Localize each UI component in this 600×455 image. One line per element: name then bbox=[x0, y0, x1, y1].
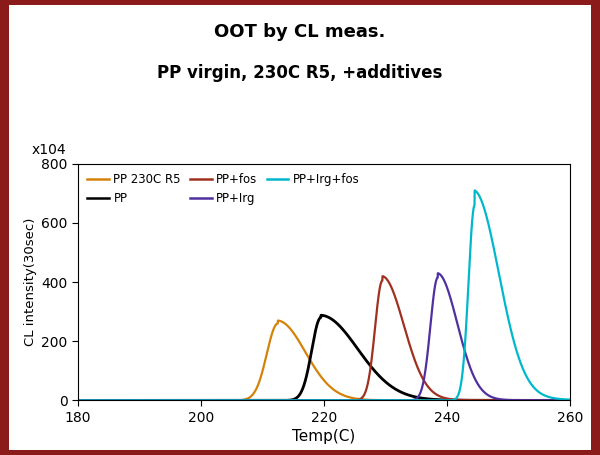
PP+Irg bbox=[579, 398, 586, 403]
PP+Irg+fos bbox=[74, 398, 82, 403]
PP bbox=[515, 398, 522, 403]
PP bbox=[268, 398, 275, 403]
PP bbox=[579, 398, 586, 403]
PP+fos bbox=[569, 398, 576, 403]
PP+Irg bbox=[162, 398, 169, 403]
Y-axis label: CL intensity(30sec): CL intensity(30sec) bbox=[24, 218, 37, 346]
PP+Irg bbox=[515, 398, 522, 403]
PP+Irg+fos bbox=[290, 398, 297, 403]
Legend: PP 230C R5, PP, PP+fos, PP+Irg, PP+Irg+fos: PP 230C R5, PP, PP+fos, PP+Irg, PP+Irg+f… bbox=[84, 170, 363, 209]
PP 230C R5 bbox=[569, 398, 576, 403]
Text: OOT by CL meas.: OOT by CL meas. bbox=[214, 23, 386, 41]
Line: PP 230C R5: PP 230C R5 bbox=[78, 321, 583, 400]
PP+Irg+fos bbox=[268, 398, 275, 403]
PP 230C R5 bbox=[274, 318, 281, 324]
PP 230C R5 bbox=[579, 398, 586, 403]
PP+Irg bbox=[268, 398, 275, 403]
PP+Irg+fos bbox=[132, 398, 139, 403]
PP+Irg bbox=[290, 398, 297, 403]
PP bbox=[290, 397, 297, 402]
Text: x104: x104 bbox=[31, 143, 66, 157]
PP bbox=[162, 398, 169, 403]
PP+Irg bbox=[132, 398, 139, 403]
PP+Irg+fos bbox=[162, 398, 169, 403]
PP bbox=[569, 398, 576, 403]
Line: PP: PP bbox=[78, 315, 583, 400]
PP+Irg bbox=[569, 398, 576, 403]
PP+Irg+fos bbox=[569, 397, 576, 402]
PP+Irg bbox=[74, 398, 82, 403]
PP+Irg+fos bbox=[579, 397, 586, 403]
Text: PP virgin, 230C R5, +additives: PP virgin, 230C R5, +additives bbox=[157, 64, 443, 82]
PP+Irg+fos bbox=[471, 188, 478, 193]
PP bbox=[132, 398, 139, 403]
PP+fos bbox=[162, 398, 169, 403]
Line: PP+Irg+fos: PP+Irg+fos bbox=[78, 191, 583, 400]
PP+fos bbox=[290, 398, 297, 403]
PP+fos bbox=[515, 398, 522, 403]
PP 230C R5 bbox=[132, 398, 139, 403]
PP 230C R5 bbox=[268, 333, 275, 339]
PP+fos bbox=[579, 398, 586, 403]
Line: PP+Irg: PP+Irg bbox=[78, 273, 583, 400]
PP+fos bbox=[132, 398, 139, 403]
PP 230C R5 bbox=[74, 398, 82, 403]
PP+fos bbox=[74, 398, 82, 403]
PP 230C R5 bbox=[515, 398, 522, 403]
PP+fos bbox=[268, 398, 275, 403]
PP+fos bbox=[379, 273, 386, 279]
PP+Irg bbox=[434, 271, 442, 276]
PP bbox=[74, 398, 82, 403]
Line: PP+fos: PP+fos bbox=[78, 276, 583, 400]
PP 230C R5 bbox=[162, 398, 169, 403]
PP 230C R5 bbox=[290, 330, 297, 335]
X-axis label: Temp(C): Temp(C) bbox=[292, 429, 356, 444]
PP+Irg+fos bbox=[515, 354, 522, 359]
PP bbox=[317, 313, 325, 318]
